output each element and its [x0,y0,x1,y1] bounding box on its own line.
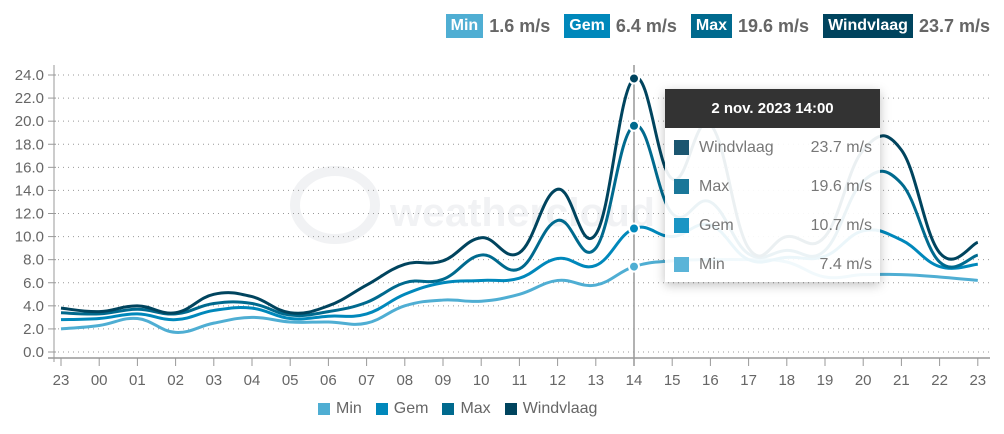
y-tick-label: 18.0 [15,136,44,153]
tooltip-swatch [674,140,689,155]
y-tick-label: 8.0 [23,252,44,269]
legend-label: Min [336,400,362,417]
tooltip-swatch [674,179,689,194]
y-tick-label: 4.0 [23,298,44,315]
summary-windvlaag-value: 23.7 m/s [918,15,990,36]
y-tick-label: 6.0 [23,275,44,292]
summary-gem-value: 6.4 m/s [615,15,677,36]
y-tick-label: 10.0 [15,229,44,246]
tooltip-value: 10.7 m/s [810,216,872,234]
tooltip-label: Max [699,177,730,195]
summary-max-badge: Max [690,14,732,38]
x-tick-label: 08 [396,372,413,389]
legend-swatch [504,403,517,415]
summary-bar: Min 1.6 m/s Gem 6.4 m/s Max 19.6 m/s Win… [445,14,990,38]
y-tick-label: 2.0 [23,321,44,338]
tooltip-value: 19.6 m/s [810,177,872,195]
x-tick-label: 19 [817,372,834,389]
data-point-gem [628,222,640,235]
data-point-windvlaag [628,72,640,85]
legend-item-windvlaag[interactable]: Windvlaag [504,400,598,418]
legend-label: Gem [393,400,429,417]
x-tick-label: 04 [244,372,261,389]
tooltip-value: 7.4 m/s [819,255,872,273]
y-tick-label: 20.0 [15,113,44,130]
tooltip-swatch [674,218,689,233]
chart-legend: Min Gem Max Windvlaag [318,400,597,418]
legend-label: Max [460,400,491,417]
x-tick-label: 02 [167,372,184,389]
x-tick-label: 21 [893,372,910,389]
x-tick-label: 13 [587,372,604,389]
y-tick-label: 22.0 [15,90,44,107]
x-tick-label: 10 [473,372,490,389]
summary-min: Min 1.6 m/s [445,14,551,38]
y-tick-label: 16.0 [15,159,44,176]
tooltip-row-min: Min 7.4 m/s [665,245,880,284]
summary-windvlaag: Windvlaag 23.7 m/s [823,14,990,38]
data-point-max [628,119,640,132]
x-tick-label: 01 [129,372,146,389]
tooltip-title: 2 nov. 2023 14:00 [665,89,880,128]
summary-max-value: 19.6 m/s [738,15,810,36]
x-tick-label: 18 [778,372,795,389]
x-tick-label: 09 [435,372,452,389]
summary-max: Max 19.6 m/s [690,14,810,38]
y-tick-label: 24.0 [15,67,44,84]
summary-gem: Gem 6.4 m/s [564,14,677,38]
legend-item-max[interactable]: Max [442,400,491,418]
tooltip-row-windvlaag: Windvlaag 23.7 m/s [665,128,880,167]
x-tick-label: 06 [320,372,337,389]
legend-swatch [318,403,330,415]
y-tick-label: 0.0 [23,344,44,361]
x-tick-label: 14 [626,372,643,389]
legend-swatch [442,403,455,415]
x-tick-label: 03 [205,372,222,389]
tooltip-label: Windvlaag [699,138,774,156]
legend-item-min[interactable]: Min [318,400,362,418]
watermark-cloud-icon [290,166,380,244]
tooltip-label: Min [699,255,725,273]
legend-item-gem[interactable]: Gem [375,400,429,418]
x-tick-label: 15 [664,372,681,389]
data-point-min [628,260,640,273]
summary-min-badge: Min [445,14,484,38]
x-tick-label: 05 [282,372,299,389]
x-tick-label: 20 [855,372,872,389]
x-tick-label: 00 [91,372,108,389]
x-tick-label: 17 [740,372,757,389]
x-tick-label: 16 [702,372,719,389]
y-tick-label: 12.0 [15,206,44,223]
tooltip-row-gem: Gem 10.7 m/s [665,206,880,245]
tooltip: 2 nov. 2023 14:00 Windvlaag 23.7 m/s Max… [665,89,880,282]
legend-label: Windvlaag [522,400,598,417]
tooltip-label: Gem [699,216,734,234]
x-tick-label: 07 [358,372,375,389]
x-tick-label: 12 [549,372,566,389]
summary-min-value: 1.6 m/s [489,15,551,36]
x-tick-label: 22 [931,372,948,389]
tooltip-row-max: Max 19.6 m/s [665,167,880,206]
x-tick-label: 23 [53,372,70,389]
y-tick-label: 14.0 [15,182,44,199]
x-tick-label: 23 [969,372,986,389]
summary-windvlaag-badge: Windvlaag [823,14,913,38]
legend-swatch [375,403,388,415]
tooltip-swatch [674,257,689,272]
summary-gem-badge: Gem [564,14,610,38]
x-tick-label: 11 [512,372,528,389]
tooltip-value: 23.7 m/s [810,138,872,156]
